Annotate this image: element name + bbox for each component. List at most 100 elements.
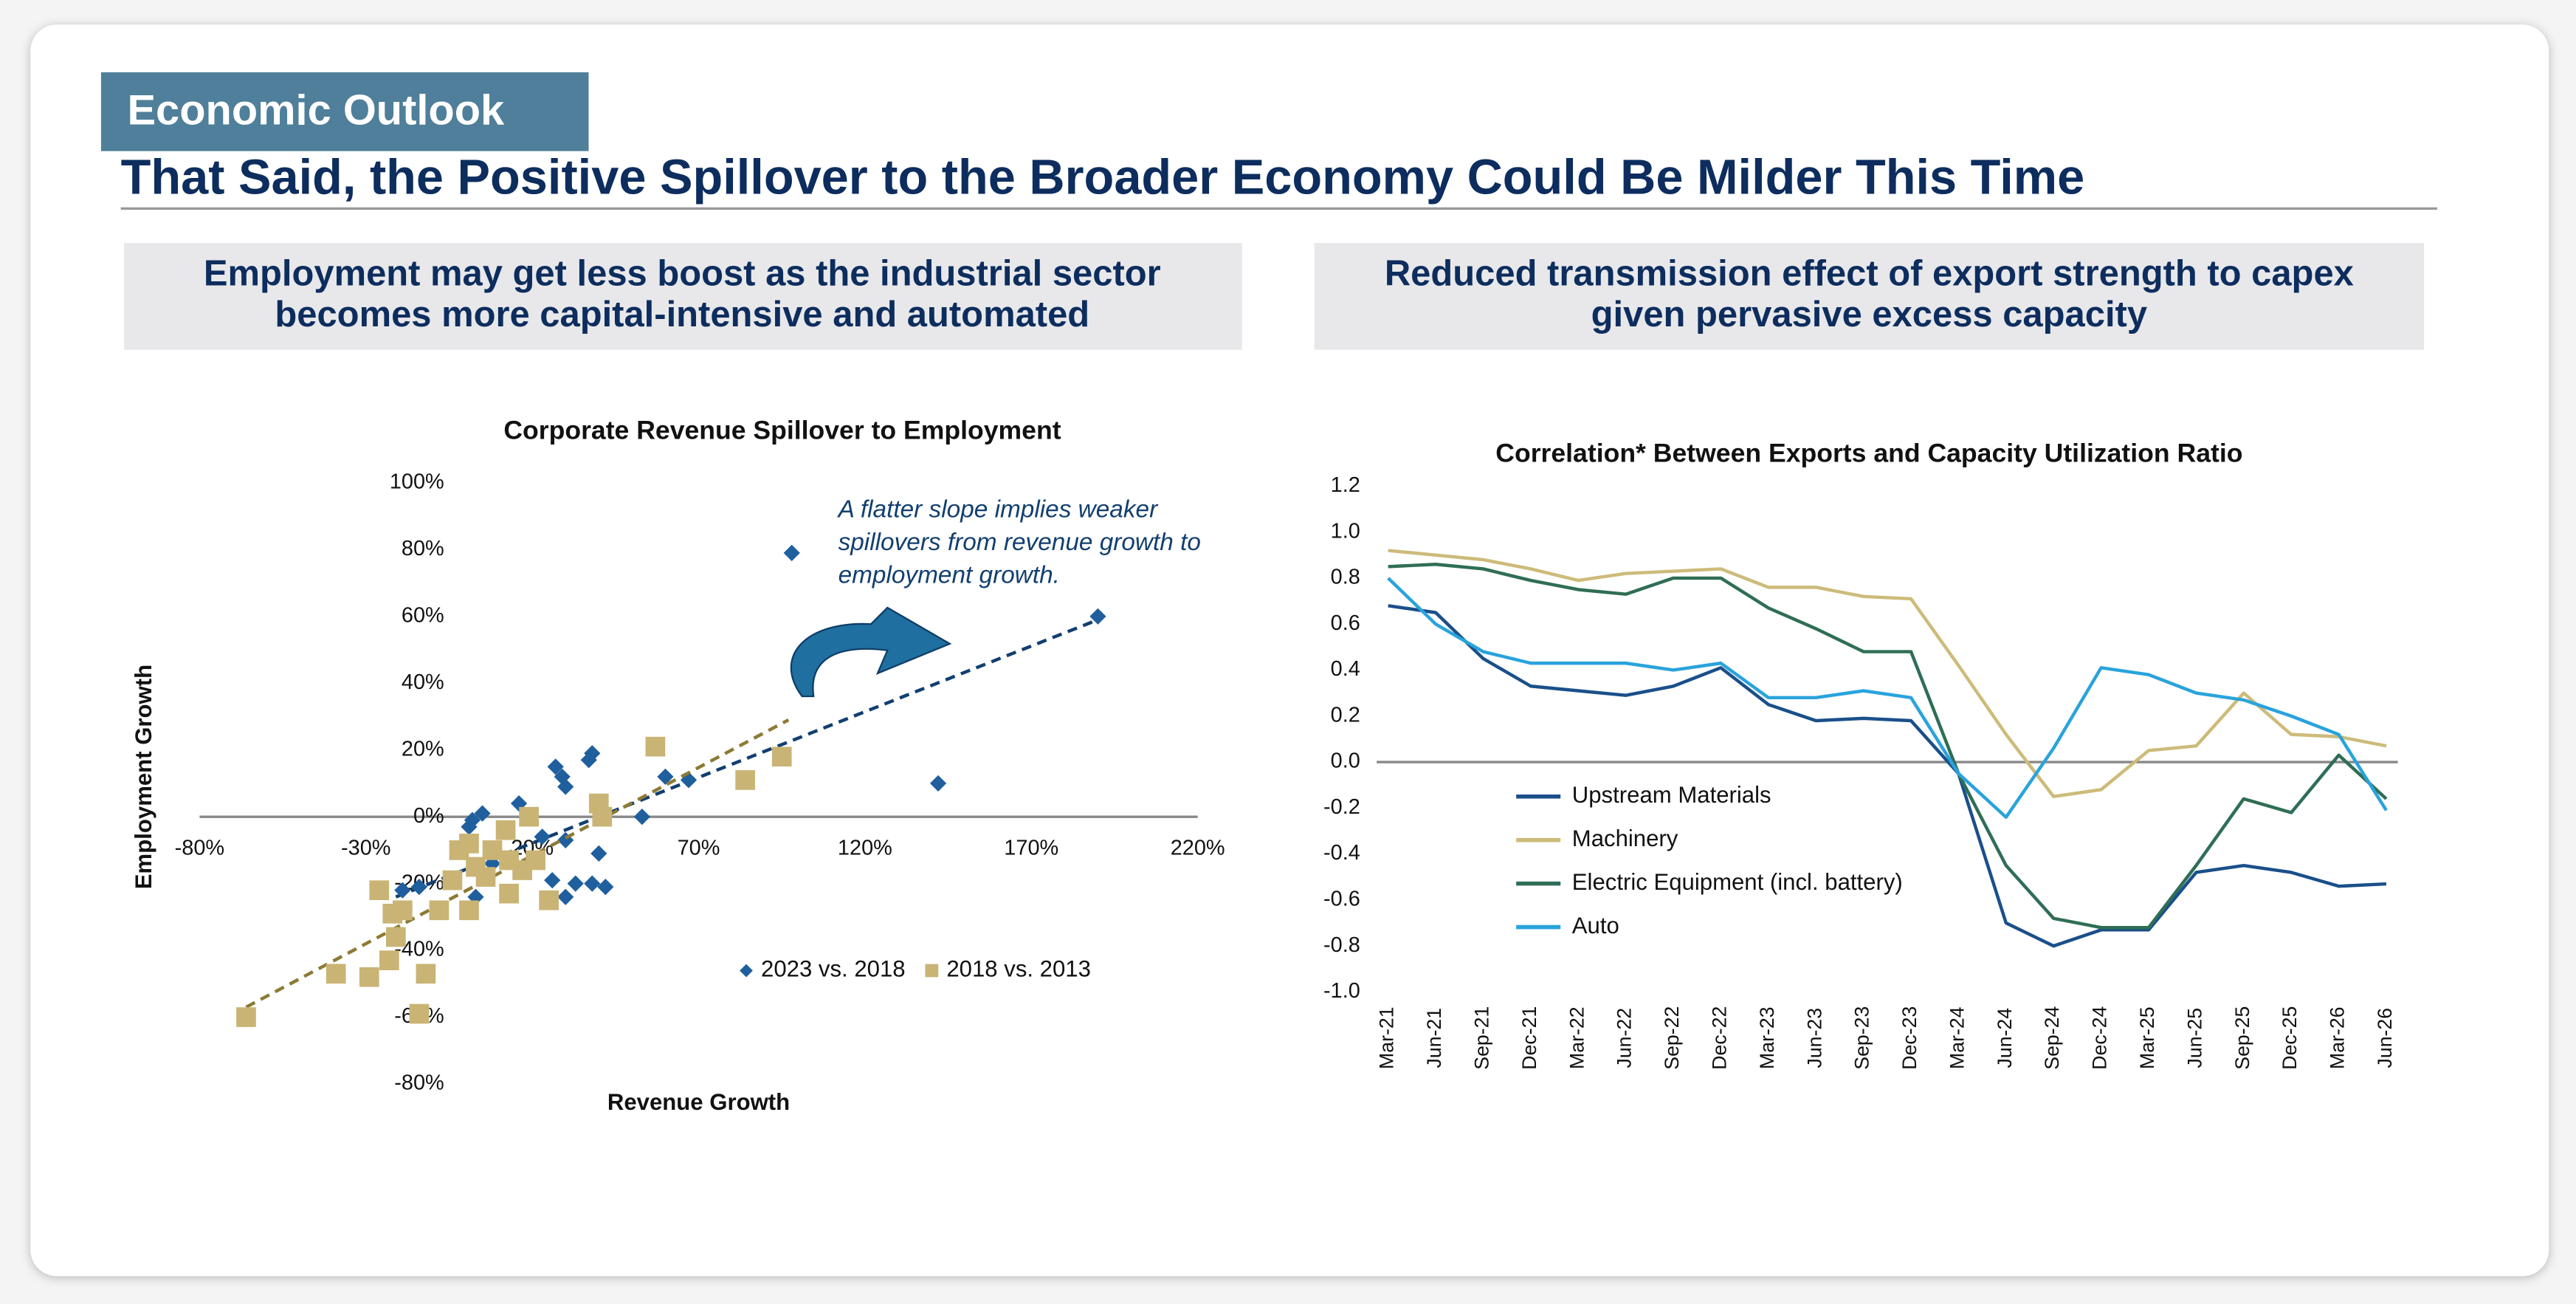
x-tick-label: 170% [1004, 837, 1058, 860]
y-tick-label: 60% [402, 603, 444, 627]
x-tick-label: Sep-23 [1851, 1006, 1873, 1070]
y-tick-label: -0.2 [1323, 795, 1360, 819]
point [466, 857, 486, 877]
series-line [1388, 549, 2387, 798]
tag: Economic Outlook [128, 87, 506, 134]
point [580, 752, 597, 769]
annotation: employment growth. [838, 562, 1060, 589]
x-tick-label: 70% [678, 837, 720, 860]
x-tick-label: Jun-25 [2183, 1008, 2205, 1068]
x-tick-label: -30% [341, 837, 390, 860]
point [385, 927, 406, 947]
x-tick-label: Dec-24 [2089, 1006, 2111, 1070]
x-tick-label: 120% [838, 837, 892, 860]
point [539, 890, 559, 910]
y-tick-label: -0.8 [1323, 933, 1360, 957]
y-tick-label: 1.0 [1331, 519, 1360, 543]
annotation: spillovers from revenue growth to [838, 529, 1201, 556]
x-axis-label: Revenue Growth [607, 1089, 790, 1115]
y-tick-label: 0.4 [1331, 657, 1360, 681]
x-tick-label: Sep-25 [2231, 1006, 2253, 1070]
y-tick-label: -0.4 [1323, 841, 1360, 865]
legend-label: Auto [1572, 913, 1619, 938]
point [379, 950, 399, 970]
point [645, 736, 666, 757]
point [442, 870, 463, 891]
chart-title: Correlation* Between Exports and Capacit… [1495, 439, 2242, 468]
point [416, 964, 436, 984]
panel-heading: Employment may get less boost as the ind… [204, 254, 1161, 294]
x-tick-label: Dec-23 [1898, 1006, 1921, 1070]
x-tick-label: Jun-26 [2374, 1008, 2396, 1068]
point [495, 820, 516, 840]
y-tick-label: 40% [402, 670, 444, 694]
x-tick-label: -80% [175, 837, 224, 860]
point [592, 806, 613, 827]
annotation: A flatter slope implies weaker [837, 496, 1160, 524]
legend-label: Upstream Materials [1572, 782, 1771, 808]
y-tick-label: 0.8 [1331, 566, 1360, 589]
slide-title: That Said, the Positive Spillover to the… [121, 150, 2085, 205]
x-tick-label: Dec-25 [2279, 1006, 2301, 1070]
y-tick-label: 0% [413, 804, 444, 828]
point [429, 900, 450, 921]
y-tick-label: 80% [402, 537, 444, 560]
legend-label: 2023 vs. 2018 [761, 956, 906, 982]
panel-heading: given pervasive excess capacity [1591, 295, 2147, 334]
point [557, 888, 574, 905]
x-tick-label: Mar-22 [1566, 1006, 1588, 1069]
panel-heading: becomes more capital-intensive and autom… [275, 295, 1089, 334]
point [359, 967, 379, 987]
y-tick-label: 0.6 [1331, 611, 1360, 635]
x-tick-label: Sep-22 [1661, 1006, 1683, 1070]
x-tick-label: 220% [1171, 837, 1225, 860]
x-tick-label: Sep-21 [1471, 1006, 1493, 1070]
x-tick-label: Mar-26 [2327, 1006, 2349, 1069]
point [459, 900, 479, 921]
y-tick-label: 0.2 [1331, 703, 1360, 727]
trend-line [245, 718, 790, 1009]
point [526, 850, 545, 871]
y-tick-label: -1.0 [1323, 979, 1360, 1003]
point [236, 1007, 256, 1027]
y-axis-label: Employment Growth [131, 665, 156, 889]
point [735, 770, 755, 790]
x-tick-label: Mar-24 [1946, 1006, 1968, 1069]
point [482, 840, 503, 860]
panel-heading-box [124, 243, 1242, 350]
point [567, 875, 584, 892]
panel-heading: Reduced transmission effect of export st… [1385, 254, 2354, 294]
x-tick-label: Jun-21 [1423, 1008, 1445, 1068]
x-tick-label: Jun-24 [1994, 1008, 2016, 1068]
legend-marker [740, 964, 753, 978]
legend-marker [925, 964, 939, 978]
chart-title: Corporate Revenue Spillover to Employmen… [503, 415, 1061, 445]
point [519, 806, 539, 827]
x-tick-label: Sep-24 [2041, 1006, 2063, 1069]
y-tick-label: 100% [390, 470, 444, 494]
series-line [1388, 563, 2388, 930]
y-tick-label: 20% [402, 737, 444, 761]
x-tick-label: Mar-21 [1376, 1006, 1398, 1069]
x-tick-label: Jun-23 [1803, 1008, 1825, 1068]
x-tick-label: Mar-23 [1756, 1006, 1778, 1069]
legend-label: Electric Equipment (incl. battery) [1572, 869, 1903, 895]
legend-label: Machinery [1572, 826, 1678, 851]
point [409, 1003, 430, 1024]
panel-heading-box [1314, 243, 2425, 350]
y-tick-label: -0.6 [1323, 887, 1360, 910]
point [499, 883, 519, 904]
y-tick-label: -80% [394, 1071, 444, 1095]
legend-label: 2018 vs. 2013 [946, 956, 1091, 982]
point [459, 833, 479, 854]
x-tick-label: Mar-25 [2136, 1006, 2158, 1069]
y-tick-label: 1.2 [1331, 473, 1360, 497]
point [584, 875, 601, 892]
arrow-icon [790, 606, 952, 698]
point [326, 964, 346, 984]
trend-line [395, 618, 1099, 899]
series-line [1387, 577, 2388, 819]
point [633, 809, 651, 826]
